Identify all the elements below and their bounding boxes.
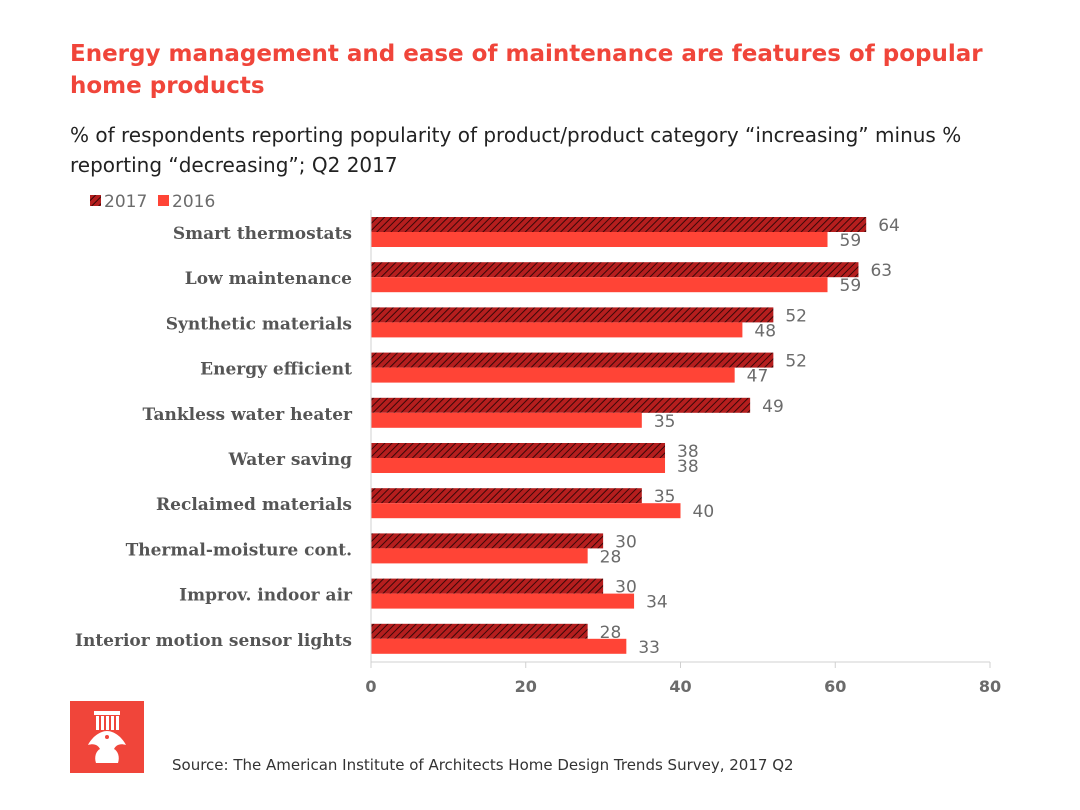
legend-swatch-2016 bbox=[158, 195, 169, 206]
data-label: 64 bbox=[878, 216, 900, 236]
chart-subtitle: % of respondents reporting popularity of… bbox=[70, 123, 962, 177]
category-label: Thermal-moisture cont. bbox=[126, 540, 352, 560]
x-tick-label: 80 bbox=[979, 677, 1001, 696]
bar-2017 bbox=[371, 443, 666, 458]
bars: Smart thermostats 64 59 Low maintenance 63 59… bbox=[75, 216, 900, 658]
bar-2016 bbox=[371, 503, 681, 519]
legend: 2017 2016 bbox=[90, 192, 215, 212]
data-label: 33 bbox=[638, 638, 660, 658]
legend-swatch-2017 bbox=[90, 195, 101, 206]
category-label: Improv. indoor air bbox=[179, 586, 353, 606]
data-label: 38 bbox=[677, 457, 699, 477]
data-label: 35 bbox=[654, 412, 676, 432]
bar-2017 bbox=[371, 307, 774, 323]
legend-label: 2016 bbox=[172, 192, 215, 212]
x-tick-label: 20 bbox=[515, 677, 537, 696]
data-label: 34 bbox=[646, 593, 668, 613]
data-label: 35 bbox=[654, 487, 676, 507]
data-label: 59 bbox=[840, 231, 862, 251]
category-label: Water saving bbox=[228, 450, 352, 470]
bar-2016 bbox=[371, 638, 627, 654]
category-label: Tankless water heater bbox=[142, 405, 353, 425]
x-tick-label: 40 bbox=[669, 677, 691, 696]
data-label: 59 bbox=[840, 276, 862, 296]
aia-eagle-logo-icon bbox=[70, 701, 144, 773]
bar-2016 bbox=[371, 232, 828, 247]
category-label: Smart thermostats bbox=[173, 224, 352, 244]
bar-2017 bbox=[371, 623, 588, 639]
bar-2017 bbox=[371, 488, 642, 504]
x-axis: 0 20 40 60 80 bbox=[365, 210, 1001, 696]
x-tick-label: 60 bbox=[824, 677, 846, 696]
data-label: 40 bbox=[693, 502, 715, 522]
category-label: Interior motion sensor lights bbox=[75, 631, 352, 651]
data-label: 52 bbox=[785, 352, 807, 372]
data-label: 48 bbox=[754, 321, 776, 341]
bar-2017 bbox=[371, 533, 604, 549]
bar-2016 bbox=[371, 593, 635, 609]
legend-label: 2017 bbox=[104, 192, 147, 212]
category-label: Low maintenance bbox=[185, 269, 352, 289]
bar-2017 bbox=[371, 578, 604, 594]
bar-2016 bbox=[371, 277, 828, 293]
data-label: 52 bbox=[785, 306, 807, 326]
bar-2016 bbox=[371, 322, 743, 338]
data-label: 28 bbox=[600, 547, 622, 567]
category-label: Reclaimed materials bbox=[156, 495, 352, 515]
data-label: 30 bbox=[615, 578, 637, 598]
bar-2016 bbox=[371, 458, 666, 473]
source-note: Source: The American Institute of Archit… bbox=[172, 756, 794, 774]
bar-2017 bbox=[371, 352, 774, 368]
data-label: 47 bbox=[747, 367, 769, 387]
data-label: 30 bbox=[615, 532, 637, 552]
bar-2016 bbox=[371, 412, 642, 428]
data-label: 28 bbox=[600, 623, 622, 643]
data-label: 38 bbox=[677, 442, 699, 462]
x-tick-label: 0 bbox=[365, 677, 376, 696]
category-label: Synthetic materials bbox=[166, 314, 352, 334]
bar-2016 bbox=[371, 367, 735, 383]
bar-2017 bbox=[371, 397, 751, 413]
data-label: 63 bbox=[870, 261, 892, 281]
bar-2017 bbox=[371, 262, 859, 278]
data-label: 49 bbox=[762, 397, 784, 417]
chart-title: Energy management and ease of maintenanc… bbox=[70, 41, 983, 99]
category-label: Energy efficient bbox=[200, 360, 352, 380]
bar-2017 bbox=[371, 217, 867, 232]
bar-2016 bbox=[371, 548, 588, 564]
